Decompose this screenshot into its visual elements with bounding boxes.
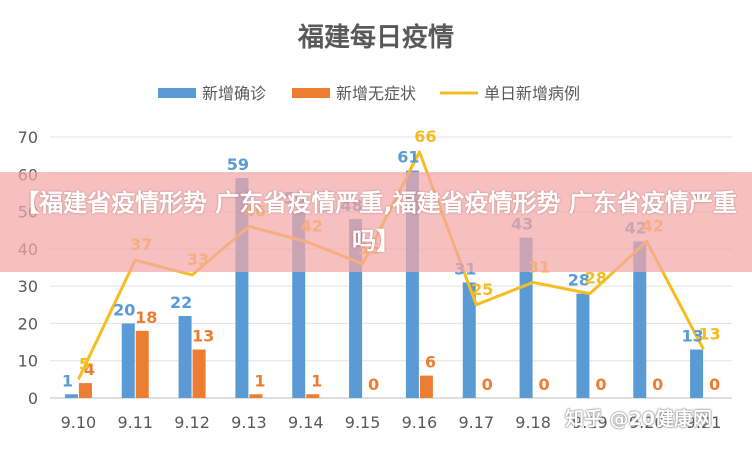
legend-swatch bbox=[158, 88, 196, 98]
bar bbox=[419, 375, 433, 398]
x-axis: 9.10 9.11 9.12 9.13 9.14 9.15 9.16 9.17 9.18 9.19… bbox=[61, 413, 722, 432]
data-label: 0 bbox=[482, 375, 493, 394]
bar bbox=[690, 349, 704, 398]
legend: 新增确诊 新增无症状 单日新增病例 bbox=[158, 84, 580, 103]
banner-text: 【福建省疫情形势 广东省疫情严重,福建省疫情形势 广东省疫情严重吗】 bbox=[15, 189, 737, 255]
x-tick-label: 9.21 bbox=[686, 413, 722, 432]
data-label: 6 bbox=[425, 353, 436, 372]
bar bbox=[462, 282, 476, 398]
bar bbox=[306, 394, 320, 398]
legend-label: 单日新增病例 bbox=[484, 84, 580, 103]
data-label: 61 bbox=[397, 148, 419, 167]
line-data-label: 13 bbox=[698, 325, 720, 344]
data-label: 13 bbox=[192, 327, 214, 346]
x-tick-label: 9.17 bbox=[458, 413, 494, 432]
line-data-label: 66 bbox=[414, 127, 436, 146]
chart-title: 福建每日疫情 bbox=[297, 22, 454, 53]
data-label: 0 bbox=[539, 375, 550, 394]
data-label: 1 bbox=[254, 371, 265, 390]
line-data-label: 25 bbox=[471, 280, 493, 299]
bar bbox=[576, 293, 590, 398]
data-label: 0 bbox=[652, 375, 663, 394]
data-label: 0 bbox=[595, 375, 606, 394]
data-label: 20 bbox=[113, 300, 135, 319]
x-tick-label: 9.20 bbox=[629, 413, 665, 432]
bar bbox=[633, 241, 647, 398]
legend-label: 新增确诊 bbox=[202, 84, 266, 103]
data-label: 28 bbox=[568, 271, 590, 290]
data-label: 1 bbox=[311, 371, 322, 390]
bar bbox=[135, 330, 149, 398]
data-label: 59 bbox=[227, 155, 249, 174]
overlay-banner: 【福建省疫情形势 广东省疫情严重,福建省疫情形势 广东省疫情严重吗】 bbox=[0, 172, 752, 272]
x-tick-label: 9.13 bbox=[231, 413, 267, 432]
data-label: 22 bbox=[170, 293, 192, 312]
x-tick-label: 9.19 bbox=[572, 413, 608, 432]
y-tick-label: 70 bbox=[18, 128, 38, 147]
line-data-label: 28 bbox=[585, 269, 607, 288]
bar bbox=[519, 237, 533, 398]
x-tick-label: 9.12 bbox=[174, 413, 210, 432]
data-label: 18 bbox=[135, 308, 157, 327]
bar bbox=[78, 383, 92, 398]
x-tick-label: 9.15 bbox=[345, 413, 381, 432]
x-tick-label: 9.18 bbox=[515, 413, 551, 432]
bar bbox=[121, 323, 135, 398]
x-tick-label: 9.11 bbox=[117, 413, 153, 432]
watermark: 知乎 @20健康网 bbox=[565, 408, 713, 430]
data-label: 0 bbox=[368, 375, 379, 394]
data-label: 4 bbox=[84, 360, 95, 379]
legend-swatch bbox=[292, 88, 330, 98]
data-label: 13 bbox=[681, 327, 703, 346]
bar bbox=[64, 394, 78, 398]
bar bbox=[249, 394, 263, 398]
legend-label: 新增无症状 bbox=[336, 84, 416, 103]
data-label: 0 bbox=[709, 375, 720, 394]
bars bbox=[64, 170, 704, 398]
y-tick-label: 30 bbox=[18, 277, 38, 296]
x-tick-label: 9.16 bbox=[402, 413, 438, 432]
x-tick-label: 9.10 bbox=[61, 413, 97, 432]
bar bbox=[192, 349, 206, 398]
y-tick-label: 10 bbox=[18, 352, 38, 371]
y-tick-label: 20 bbox=[18, 314, 38, 333]
bar bbox=[178, 315, 192, 398]
data-label: 1 bbox=[62, 371, 73, 390]
x-tick-label: 9.14 bbox=[288, 413, 324, 432]
line-data-label: 5 bbox=[79, 354, 90, 373]
y-tick-label: 0 bbox=[28, 389, 38, 408]
